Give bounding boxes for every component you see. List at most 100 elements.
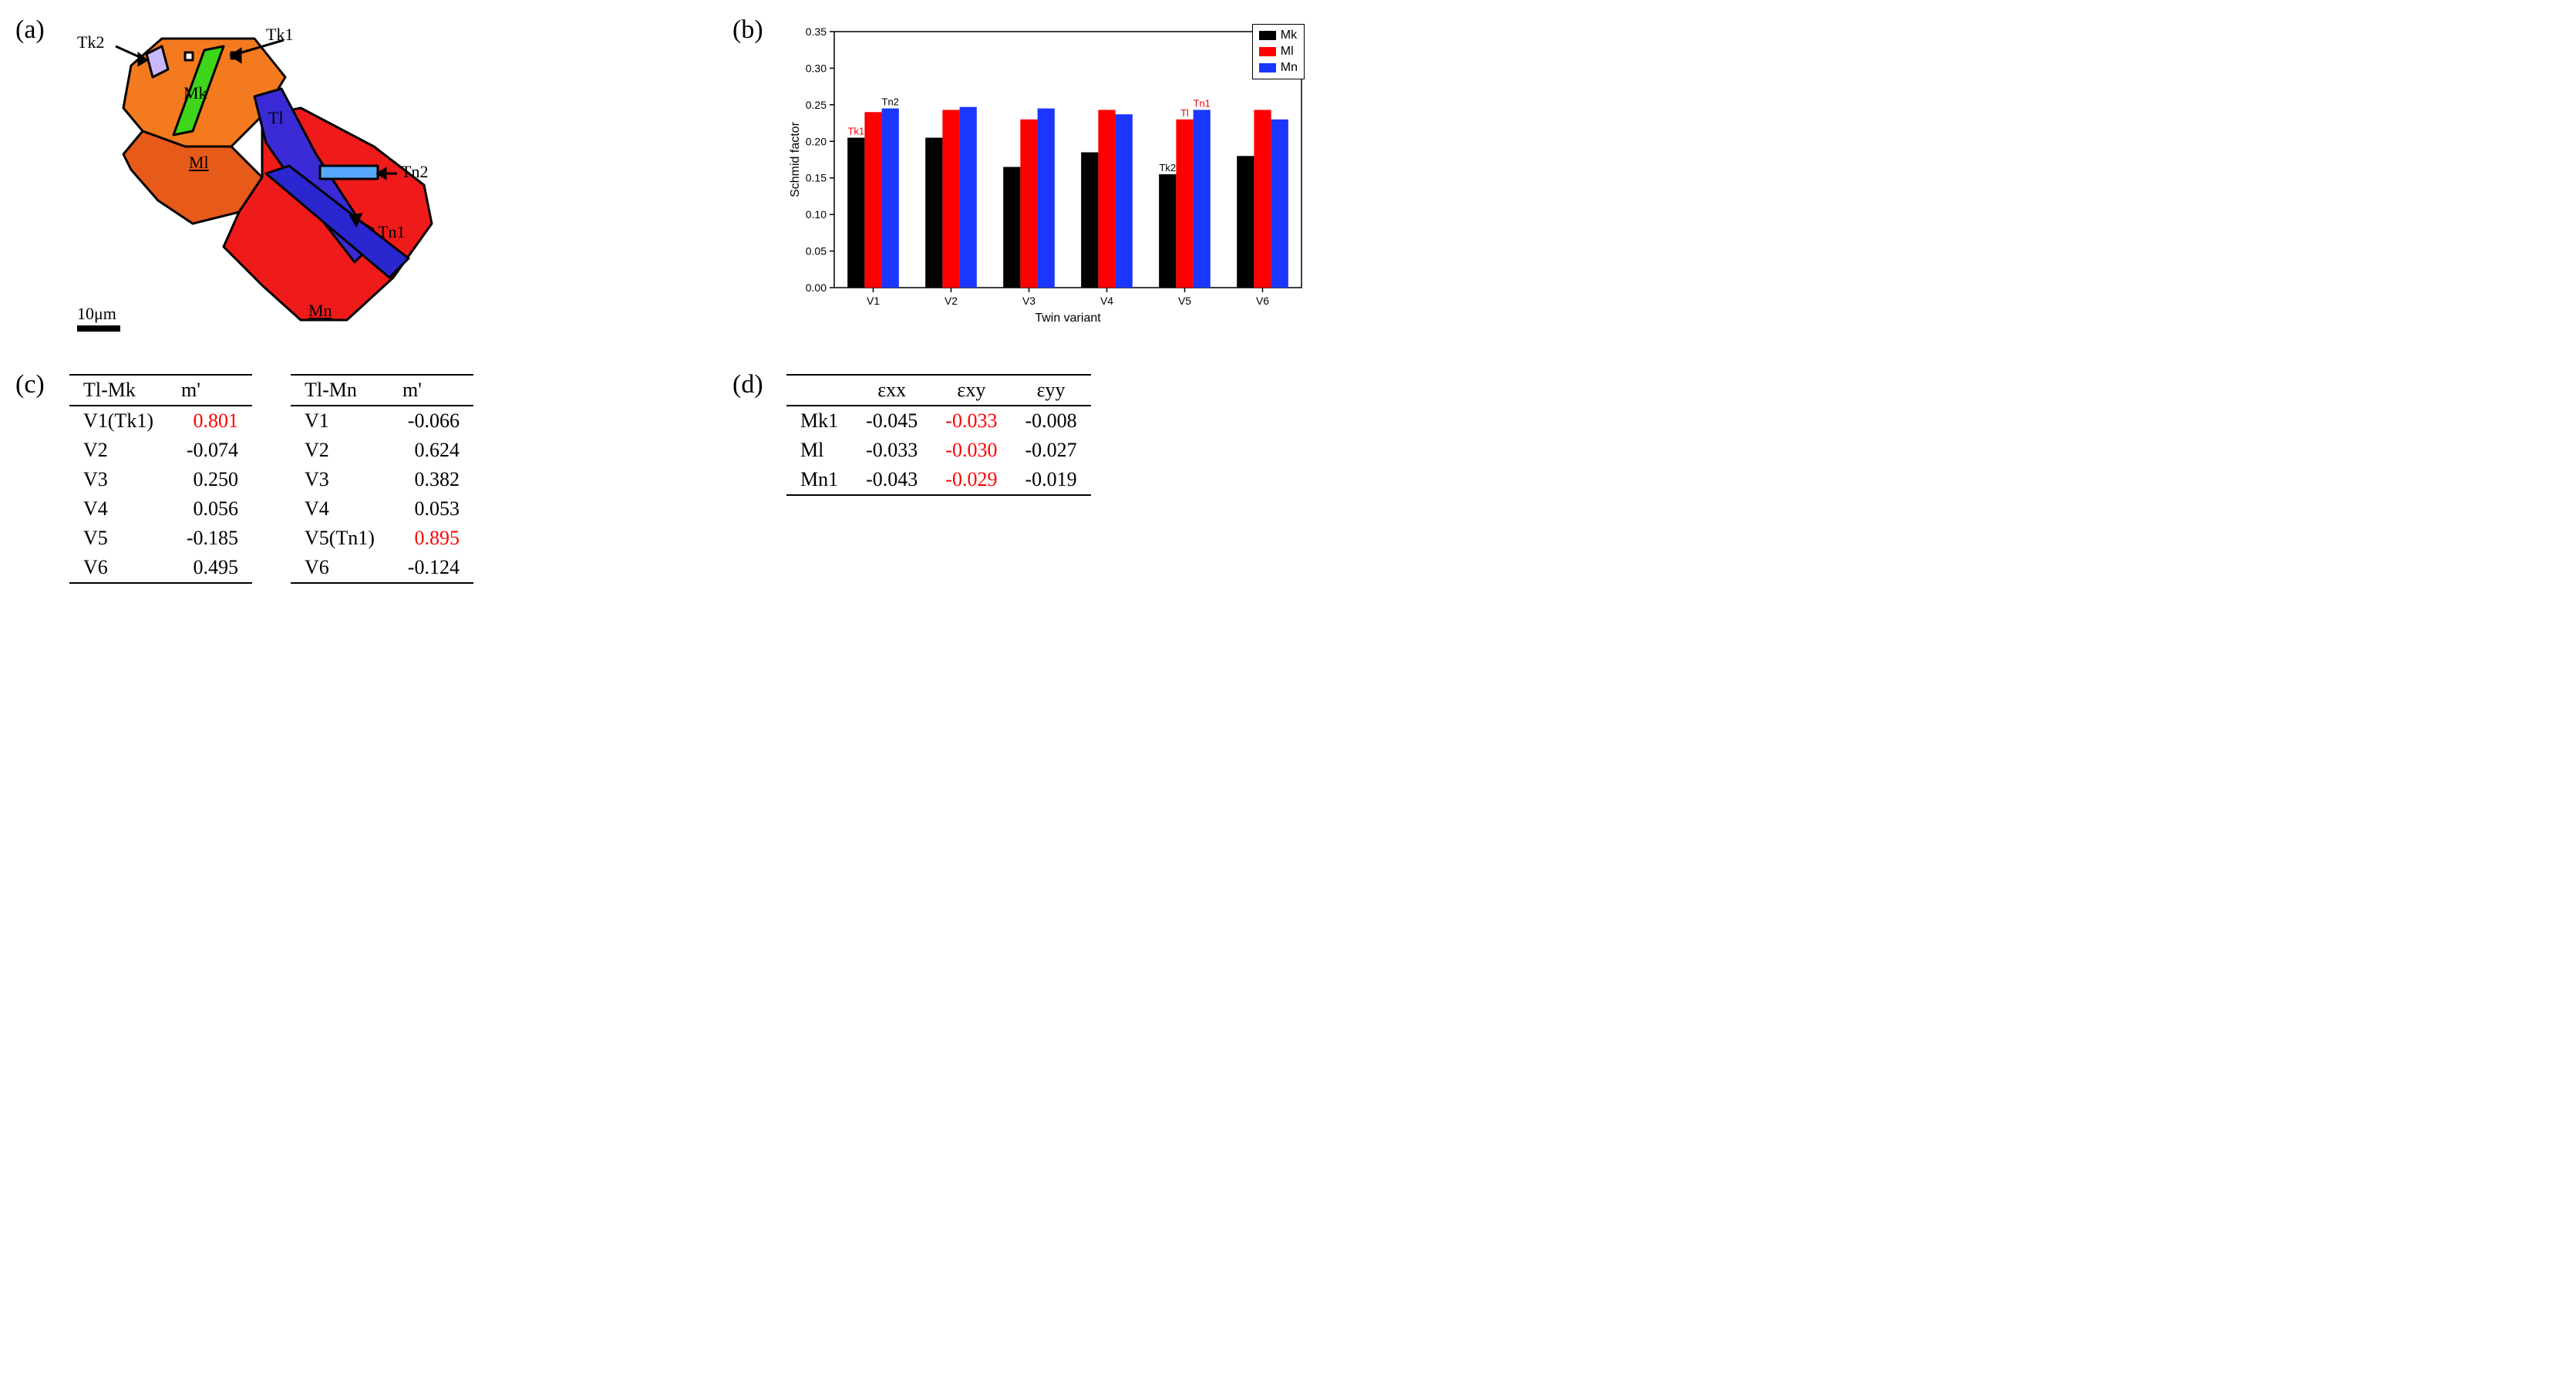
row-value: 0.250 xyxy=(167,465,252,494)
row-label: V1(Tk1) xyxy=(69,406,167,436)
row-value: 0.801 xyxy=(167,406,252,436)
panel-a-label: (a) xyxy=(15,15,45,45)
svg-text:V3: V3 xyxy=(1022,295,1035,307)
table-row: V1(Tk1)0.801 xyxy=(69,406,252,436)
panel-c: (c) Tl-Mkm'V1(Tk1)0.801V2-0.074V30.250V4… xyxy=(15,370,686,584)
row-label: V1 xyxy=(291,406,389,436)
legend-label-mk: Mk xyxy=(1281,28,1297,44)
svg-text:Tn2: Tn2 xyxy=(882,96,899,108)
chart-legend: Mk Ml Mn xyxy=(1252,24,1305,79)
legend-row: Mn xyxy=(1259,60,1298,76)
map-label-tn2: Tn2 xyxy=(401,162,428,182)
table-row: V30.382 xyxy=(291,465,473,494)
map-label-mk: Mk xyxy=(184,83,207,103)
table-header: εxy xyxy=(931,375,1011,406)
row-value: 0.624 xyxy=(389,436,473,465)
table-row: Mn1-0.043-0.029-0.019 xyxy=(786,465,1091,495)
svg-text:Tk1: Tk1 xyxy=(847,126,864,137)
legend-row: Mk xyxy=(1259,28,1298,44)
row-value: -0.019 xyxy=(1011,465,1090,495)
svg-text:0.25: 0.25 xyxy=(806,99,827,111)
table-row: V5(Tn1)0.895 xyxy=(291,524,473,553)
svg-text:0.30: 0.30 xyxy=(806,62,827,74)
table-header: εxx xyxy=(852,375,931,406)
table-row: Mk1-0.045-0.033-0.008 xyxy=(786,406,1091,436)
bar-chart-svg: 0.000.050.100.150.200.250.300.35V1V2V3V4… xyxy=(786,19,1311,328)
table-row: V5-0.185 xyxy=(69,524,252,553)
row-label: V4 xyxy=(291,494,389,524)
row-value: -0.074 xyxy=(167,436,252,465)
table-row: V1-0.066 xyxy=(291,406,473,436)
table-row: V6-0.124 xyxy=(291,553,473,583)
row-label: V5(Tn1) xyxy=(291,524,389,553)
row-value: -0.033 xyxy=(852,436,931,465)
svg-text:Twin variant: Twin variant xyxy=(1035,312,1101,325)
svg-text:V2: V2 xyxy=(945,295,958,307)
bar-chart: 0.000.050.100.150.200.250.300.35V1V2V3V4… xyxy=(786,19,1311,328)
row-label: V4 xyxy=(69,494,167,524)
map-label-tn1: Tn1 xyxy=(378,222,405,242)
svg-text:Tk2: Tk2 xyxy=(1159,162,1176,174)
m-prime-table: Tl-Mnm'V1-0.066V20.624V30.382V40.053V5(T… xyxy=(291,374,473,584)
row-value: 0.895 xyxy=(389,524,473,553)
scale-bar-label: 10μm xyxy=(77,304,116,323)
table-row: V60.495 xyxy=(69,553,252,583)
svg-text:Tl: Tl xyxy=(1180,107,1189,119)
svg-text:0.20: 0.20 xyxy=(806,135,827,147)
legend-swatch-ml xyxy=(1259,47,1276,56)
row-label: Mn1 xyxy=(786,465,852,495)
svg-text:Schmid factor: Schmid factor xyxy=(789,121,802,197)
legend-label-mn: Mn xyxy=(1281,60,1298,76)
svg-text:0.00: 0.00 xyxy=(806,281,827,294)
row-value: -0.030 xyxy=(931,436,1011,465)
table-row: V30.250 xyxy=(69,465,252,494)
legend-swatch-mn xyxy=(1259,63,1276,72)
legend-row: Ml xyxy=(1259,44,1298,60)
map-label-tk2: Tk2 xyxy=(77,32,104,52)
panel-d-label: (d) xyxy=(732,370,763,399)
row-value: -0.124 xyxy=(389,553,473,583)
scale-bar: 10μm xyxy=(77,304,120,332)
row-value: 0.053 xyxy=(389,494,473,524)
row-label: Ml xyxy=(786,436,852,465)
row-label: V2 xyxy=(69,436,167,465)
row-label: V2 xyxy=(291,436,389,465)
svg-text:Tn1: Tn1 xyxy=(1194,97,1211,109)
panel-d-table-wrap: εxxεxyεyyMk1-0.045-0.033-0.008Ml-0.033-0… xyxy=(786,374,1403,496)
table-header xyxy=(786,375,852,406)
row-value: -0.066 xyxy=(389,406,473,436)
svg-text:0.05: 0.05 xyxy=(806,245,827,258)
figure-grid: (a) xyxy=(15,15,1403,584)
table-header: m' xyxy=(389,375,473,406)
map-label-mn: Mn xyxy=(308,301,332,321)
row-value: 0.382 xyxy=(389,465,473,494)
row-label: V3 xyxy=(291,465,389,494)
table-row: V40.053 xyxy=(291,494,473,524)
table-header: Tl-Mn xyxy=(291,375,389,406)
row-label: Mk1 xyxy=(786,406,852,436)
panel-c-tables: Tl-Mkm'V1(Tk1)0.801V2-0.074V30.250V40.05… xyxy=(69,374,686,584)
row-label: V3 xyxy=(69,465,167,494)
panel-a: (a) xyxy=(15,15,686,355)
svg-text:V1: V1 xyxy=(867,295,880,307)
panel-c-label: (c) xyxy=(15,370,45,399)
table-row: V2-0.074 xyxy=(69,436,252,465)
svg-text:0.35: 0.35 xyxy=(806,25,827,38)
row-value: -0.045 xyxy=(852,406,931,436)
svg-text:0.10: 0.10 xyxy=(806,208,827,221)
panel-b: (b) 0.000.050.100.150.200.250.300.35V1V2… xyxy=(732,15,1403,355)
row-label: V6 xyxy=(291,553,389,583)
table-row: Ml-0.033-0.030-0.027 xyxy=(786,436,1091,465)
row-label: V5 xyxy=(69,524,167,553)
row-value: -0.029 xyxy=(931,465,1011,495)
svg-text:V6: V6 xyxy=(1256,295,1269,307)
row-value: -0.027 xyxy=(1011,436,1090,465)
row-value: -0.033 xyxy=(931,406,1011,436)
row-value: -0.008 xyxy=(1011,406,1090,436)
row-value: -0.185 xyxy=(167,524,252,553)
table-row: V40.056 xyxy=(69,494,252,524)
legend-swatch-mk xyxy=(1259,31,1276,40)
svg-text:0.15: 0.15 xyxy=(806,172,827,184)
map-label-ml: Ml xyxy=(189,153,209,173)
panel-d: (d) εxxεxyεyyMk1-0.045-0.033-0.008Ml-0.0… xyxy=(732,370,1403,584)
